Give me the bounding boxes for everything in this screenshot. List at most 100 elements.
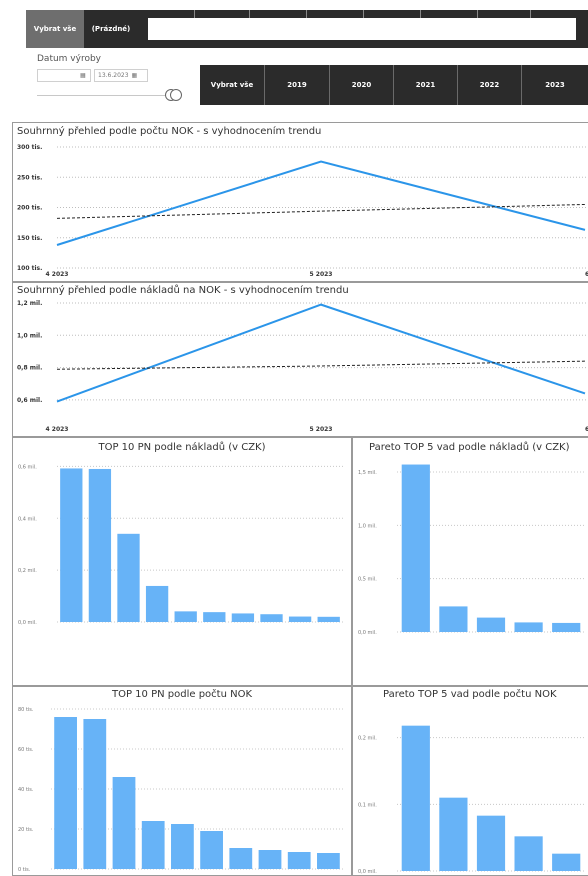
- y-tick-label: 0,2 mil.: [18, 568, 37, 574]
- top10-pn-count-chart: 0 tis. 20 tis. 40 tis. 60 tis. 80 tis.: [18, 707, 343, 873]
- y-tick-label: 100 tis.: [17, 265, 42, 272]
- nok-cost-trend-panel: Souhrnný přehled podle nákladů na NOK - …: [12, 282, 588, 437]
- pareto-defects-cost-panel: Pareto TOP 5 vad podle nákladů (v CZK) 0…: [352, 437, 588, 686]
- y-tick-label: 150 tis.: [17, 235, 42, 242]
- year-button-2021[interactable]: 2021: [393, 65, 457, 105]
- y-tick-label: 0,6 mil.: [17, 397, 42, 404]
- slicer-divider: [530, 10, 531, 18]
- y-tick-label: 0,0 mil.: [358, 869, 377, 875]
- bar: [171, 824, 194, 869]
- bar: [88, 468, 112, 622]
- year-button-2019[interactable]: 2019: [264, 65, 329, 105]
- y-tick-label: 60 tis.: [18, 747, 34, 753]
- chart-title: TOP 10 PN podle nákladů (v CZK): [98, 442, 266, 453]
- x-tick-label: 6 202: [585, 271, 588, 278]
- date-range-slider[interactable]: [37, 95, 177, 96]
- bar: [141, 821, 165, 869]
- y-tick-label: 1,0 mil.: [358, 523, 377, 529]
- bar: [514, 836, 543, 871]
- slider-handle-end[interactable]: [170, 89, 182, 101]
- chart-title: TOP 10 PN podle počtu NOK: [111, 689, 252, 700]
- year-select-all-button[interactable]: Vybrat vše: [210, 81, 254, 89]
- bar: [258, 850, 282, 869]
- bar: [439, 797, 468, 871]
- y-tick-label: 0,0 mil.: [18, 620, 37, 626]
- chart-title: Souhrnný přehled podle počtu NOK - s vyh…: [17, 126, 322, 137]
- y-tick-label: 0,1 mil.: [358, 802, 377, 808]
- trend-line: [56, 360, 586, 370]
- date-to-value: 13.6.2023: [98, 72, 129, 79]
- nok-count-trend-chart: 100 tis. 150 tis. 200 tis. 250 tis. 300 tis.…: [17, 144, 588, 278]
- nok-count-trend-panel: Souhrnný přehled podle počtu NOK - s vyh…: [12, 122, 588, 282]
- y-tick-label: 0,0 mil.: [358, 630, 377, 636]
- y-tick-label: 250 tis.: [17, 174, 42, 181]
- bar: [476, 815, 506, 871]
- y-tick-label: 0,6 mil.: [18, 464, 37, 470]
- bar: [260, 614, 283, 622]
- select-all-button[interactable]: Vybrat vše: [26, 10, 84, 48]
- pareto-defects-cost-chart: 0,0 mil. 0,5 mil. 1,0 mil. 1,5 mil.: [358, 464, 585, 636]
- bar: [83, 719, 107, 869]
- x-tick-label: 4 2023: [46, 271, 69, 278]
- chart-title: Souhrnný přehled podle nákladů na NOK - …: [17, 285, 349, 296]
- bar: [439, 606, 468, 632]
- y-tick-label: 1,0 mil.: [17, 332, 42, 339]
- y-tick-label: 300 tis.: [17, 144, 42, 151]
- bar: [174, 611, 197, 622]
- year-button-2020[interactable]: 2020: [329, 65, 393, 105]
- bar: [229, 848, 253, 869]
- x-tick-label: 5 2023: [310, 426, 333, 433]
- top10-pn-cost-panel: TOP 10 PN podle nákladů (v CZK) 0,0 mil.…: [12, 437, 352, 686]
- date-filter-label: Datum výroby: [37, 54, 102, 64]
- pareto-defects-count-panel: Pareto TOP 5 vad podle počtu NOK 0,0 mil…: [352, 686, 588, 876]
- y-tick-label: 20 tis.: [18, 827, 34, 833]
- chart-title: Pareto TOP 5 vad podle počtu NOK: [383, 689, 557, 700]
- slicer-divider: [477, 10, 478, 18]
- y-tick-label: 1,2 mil.: [17, 300, 42, 307]
- bar: [317, 853, 340, 869]
- y-tick-label: 0,8 mil.: [17, 365, 42, 372]
- year-button-2022[interactable]: 2022: [457, 65, 521, 105]
- y-tick-label: 0,4 mil.: [18, 516, 37, 522]
- y-tick-label: 1,5 mil.: [358, 470, 377, 476]
- bar: [552, 853, 581, 871]
- slicer-divider: [363, 10, 364, 18]
- bar: [112, 777, 136, 869]
- bar: [476, 617, 506, 632]
- bar: [203, 612, 226, 622]
- bar: [231, 613, 255, 622]
- slicer-divider: [420, 10, 421, 18]
- trend-line: [56, 203, 586, 219]
- x-tick-label: 6 202: [585, 426, 588, 433]
- x-tick-label: 5 2023: [310, 271, 333, 278]
- x-tick-label: 4 2023: [46, 426, 69, 433]
- date-from-input[interactable]: ▦: [37, 69, 91, 82]
- slicer-divider: [249, 10, 250, 18]
- bar: [145, 585, 169, 622]
- chart-title: Pareto TOP 5 vad podle nákladů (v CZK): [369, 442, 570, 453]
- top10-pn-cost-chart: 0,0 mil. 0,2 mil. 0,4 mil. 0,6 mil.: [18, 464, 343, 626]
- y-tick-label: 0,5 mil.: [358, 577, 377, 583]
- calendar-icon[interactable]: ▦: [80, 72, 86, 79]
- y-tick-label: 200 tis.: [17, 205, 42, 212]
- empty-value-button[interactable]: (Prázdné): [91, 25, 131, 33]
- bar: [514, 622, 543, 632]
- slicer-value-field[interactable]: [148, 18, 576, 40]
- y-tick-label: 0,2 mil.: [358, 736, 377, 742]
- slicer-divider: [306, 10, 307, 18]
- slicer-divider: [194, 10, 195, 18]
- date-to-input[interactable]: 13.6.2023 ▦: [94, 69, 148, 82]
- year-button-2023[interactable]: 2023: [521, 65, 588, 105]
- bar: [288, 616, 312, 622]
- bar: [401, 725, 430, 871]
- y-tick-label: 80 tis.: [18, 707, 34, 713]
- pareto-defects-count-chart: 0,0 mil. 0,1 mil. 0,2 mil.: [358, 725, 585, 875]
- top10-pn-count-panel: TOP 10 PN podle počtu NOK 0 tis. 20 tis. 4…: [12, 686, 352, 876]
- bar: [60, 468, 83, 622]
- y-tick-label: 0 tis.: [18, 867, 31, 873]
- y-tick-label: 40 tis.: [18, 787, 34, 793]
- series-line: [56, 303, 586, 403]
- series-line: [56, 160, 586, 246]
- bar: [401, 464, 430, 632]
- calendar-icon[interactable]: ▦: [131, 72, 138, 79]
